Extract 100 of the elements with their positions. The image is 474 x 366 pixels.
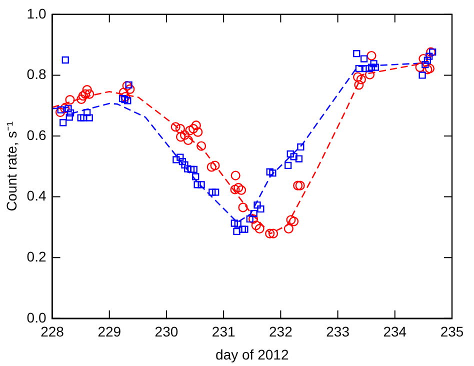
point: [196, 141, 206, 151]
point: [212, 188, 220, 196]
point: [424, 64, 435, 74]
point: [290, 153, 298, 160]
point: [181, 161, 188, 168]
point: [233, 228, 240, 236]
point: [194, 181, 201, 188]
point: [230, 184, 240, 194]
point: [78, 91, 88, 101]
x-tick-label: 228: [40, 324, 64, 340]
point: [60, 104, 70, 114]
point: [192, 173, 200, 180]
point: [175, 124, 185, 134]
point: [426, 47, 436, 57]
x-tick-label: 229: [98, 324, 122, 340]
point: [191, 120, 201, 130]
point: [422, 60, 429, 68]
x-tick-label: 234: [383, 324, 407, 340]
point: [122, 81, 132, 91]
x-tick-label: 235: [440, 324, 464, 340]
point: [77, 114, 84, 122]
point: [80, 89, 90, 99]
point: [180, 130, 190, 140]
x-tick-label: 230: [154, 324, 178, 340]
point: [184, 165, 192, 172]
y-tick-label: 0.6: [26, 126, 46, 143]
point: [356, 74, 366, 84]
point: [372, 64, 380, 71]
point: [286, 215, 296, 225]
y-tick-label: 0.0: [26, 309, 46, 326]
point: [289, 216, 299, 226]
point: [254, 201, 261, 209]
point: [193, 127, 203, 137]
point: [354, 80, 364, 90]
point: [254, 224, 264, 234]
y-tick-label: 0.8: [26, 66, 46, 82]
x-tick-label: 233: [326, 324, 350, 340]
point: [426, 52, 433, 60]
point: [124, 97, 132, 104]
point: [284, 162, 292, 170]
point: [234, 220, 242, 228]
point: [84, 89, 94, 99]
point: [234, 182, 244, 192]
point: [246, 215, 254, 223]
point: [55, 107, 66, 118]
point: [230, 170, 240, 180]
point: [125, 81, 132, 88]
point: [62, 56, 69, 64]
point: [183, 135, 193, 146]
point: [415, 62, 425, 72]
point: [66, 114, 73, 121]
point: [353, 50, 360, 58]
point: [125, 84, 135, 94]
x-tick-label: 232: [269, 324, 293, 340]
y-axis-title: Count rate, s⁻¹: [3, 121, 20, 212]
point: [429, 48, 436, 56]
point: [185, 126, 195, 136]
point: [370, 60, 378, 68]
point: [66, 109, 74, 116]
point: [284, 224, 294, 234]
point: [57, 106, 64, 114]
y-tick-label: 0.4: [26, 188, 46, 204]
point: [118, 95, 126, 102]
point: [238, 202, 248, 212]
point: [422, 64, 432, 74]
point: [176, 154, 184, 161]
point: [286, 150, 294, 158]
point: [265, 228, 275, 238]
point: [82, 84, 92, 95]
point: [198, 181, 205, 188]
point: [366, 50, 376, 61]
point: [268, 228, 278, 238]
point: [76, 94, 86, 104]
point: [118, 88, 128, 98]
point: [355, 64, 362, 72]
point: [238, 226, 246, 233]
point: [297, 143, 304, 151]
point: [190, 166, 198, 174]
x-tick-label: 231: [212, 324, 236, 340]
point: [424, 56, 432, 64]
y-tick-label: 1.0: [26, 5, 46, 22]
point: [178, 158, 186, 166]
point: [176, 132, 186, 142]
point: [248, 214, 258, 224]
point: [241, 226, 248, 233]
point: [295, 155, 303, 162]
point: [250, 210, 258, 218]
point: [230, 220, 238, 227]
point: [208, 188, 216, 196]
point: [364, 70, 375, 80]
point: [84, 109, 91, 116]
point: [210, 160, 220, 170]
point: [418, 72, 426, 79]
point: [60, 119, 67, 126]
point: [257, 205, 264, 213]
point: [368, 64, 376, 71]
y-tick-label: 0.2: [26, 248, 46, 264]
point: [188, 124, 198, 134]
point: [251, 220, 261, 230]
point: [86, 114, 93, 122]
